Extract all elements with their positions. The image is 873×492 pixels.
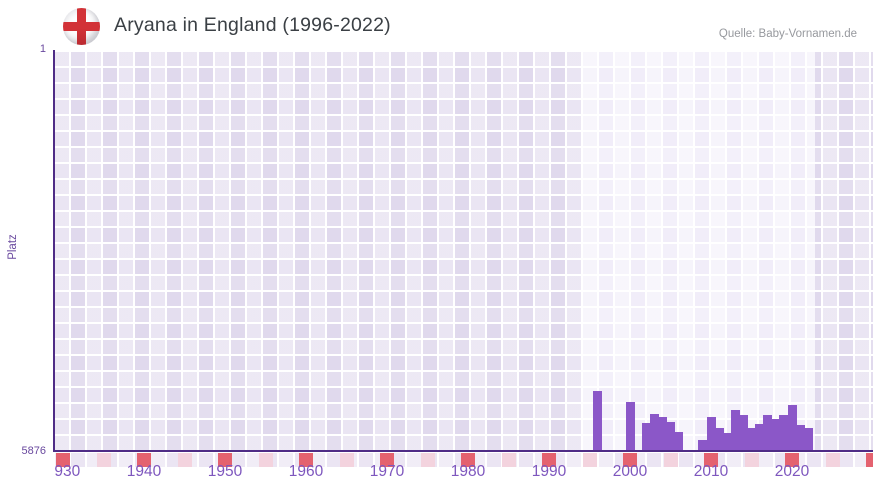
bar-2000[interactable]	[625, 401, 635, 450]
decade-mark-1990	[542, 453, 556, 467]
x-tick-1940: 1940	[126, 463, 162, 480]
bar-1996[interactable]	[593, 391, 603, 450]
x-tick-1980: 1980	[450, 463, 486, 480]
x-axis-labels: 1930 1940 1950 1960 1970 1980 1990 2000 2010 2020	[55, 461, 873, 485]
bar-2020[interactable]	[787, 404, 797, 450]
x-tick-1970: 1970	[369, 463, 405, 480]
x-tick-1930: 1930	[55, 463, 81, 480]
bar-2009[interactable]	[698, 440, 708, 450]
x-axis-line	[53, 450, 873, 452]
data-range-highlight	[583, 50, 815, 450]
bar-2003[interactable]	[649, 414, 659, 450]
y-tick-min: 5876	[21, 445, 46, 457]
bar-2022[interactable]	[803, 427, 813, 450]
half-decade-mark-1935	[96, 453, 111, 467]
x-tick-1960: 1960	[288, 463, 324, 480]
bar-2012[interactable]	[722, 432, 732, 450]
bar-2017[interactable]	[763, 414, 773, 450]
decade-mark-1960	[299, 453, 313, 467]
half-decade-mark-1955	[258, 453, 273, 467]
flag-cross-vertical	[77, 8, 86, 45]
bar-2004[interactable]	[657, 416, 667, 450]
bar-2014[interactable]	[738, 414, 748, 450]
bar-2013[interactable]	[730, 410, 740, 450]
x-tick-1990: 1990	[531, 463, 567, 480]
half-decade-mark-2005	[663, 453, 678, 467]
x-axis-marks-strip	[55, 453, 873, 467]
decade-mark-1980	[461, 453, 475, 467]
bar-2015[interactable]	[747, 427, 756, 450]
decade-mark-2010	[704, 453, 718, 467]
x-tick-2000: 2000	[612, 463, 648, 480]
decade-mark-2020	[785, 453, 799, 467]
decade-mark-1970	[380, 453, 394, 467]
bar-2021[interactable]	[795, 425, 805, 450]
bar-2016[interactable]	[755, 424, 765, 450]
y-axis-title: Platz	[7, 234, 19, 260]
y-axis-line	[53, 50, 55, 452]
bars-layer	[55, 50, 873, 450]
bar-2011[interactable]	[714, 427, 724, 450]
source-attribution: Quelle: Baby-Vornamen.de	[718, 28, 857, 40]
half-decade-mark-2025	[825, 453, 840, 467]
bar-2019[interactable]	[779, 414, 789, 450]
england-flag-icon	[63, 8, 100, 45]
half-decade-mark-1965	[339, 453, 354, 467]
decade-mark-1930	[56, 453, 70, 467]
bar-2005[interactable]	[666, 422, 675, 450]
x-tick-2010: 2010	[693, 463, 729, 480]
half-decade-mark-1985	[501, 453, 516, 467]
bar-2018[interactable]	[771, 418, 781, 450]
bar-2010[interactable]	[706, 416, 716, 450]
half-decade-mark-2015	[744, 453, 759, 467]
x-tick-2020: 2020	[774, 463, 810, 480]
decade-mark-1950	[218, 453, 232, 467]
decade-mark-2030	[866, 453, 873, 467]
half-decade-mark-1995	[582, 453, 597, 467]
x-tick-1950: 1950	[207, 463, 243, 480]
plot-area	[55, 50, 873, 450]
half-decade-mark-1945	[177, 453, 192, 467]
decade-mark-1940	[137, 453, 151, 467]
bar-2002[interactable]	[641, 423, 651, 450]
chart-title: Aryana in England (1996-2022)	[114, 14, 391, 36]
half-decade-mark-1975	[420, 453, 435, 467]
y-tick-max: 1	[39, 43, 46, 55]
decade-mark-2000	[623, 453, 637, 467]
bar-2006[interactable]	[674, 431, 684, 450]
